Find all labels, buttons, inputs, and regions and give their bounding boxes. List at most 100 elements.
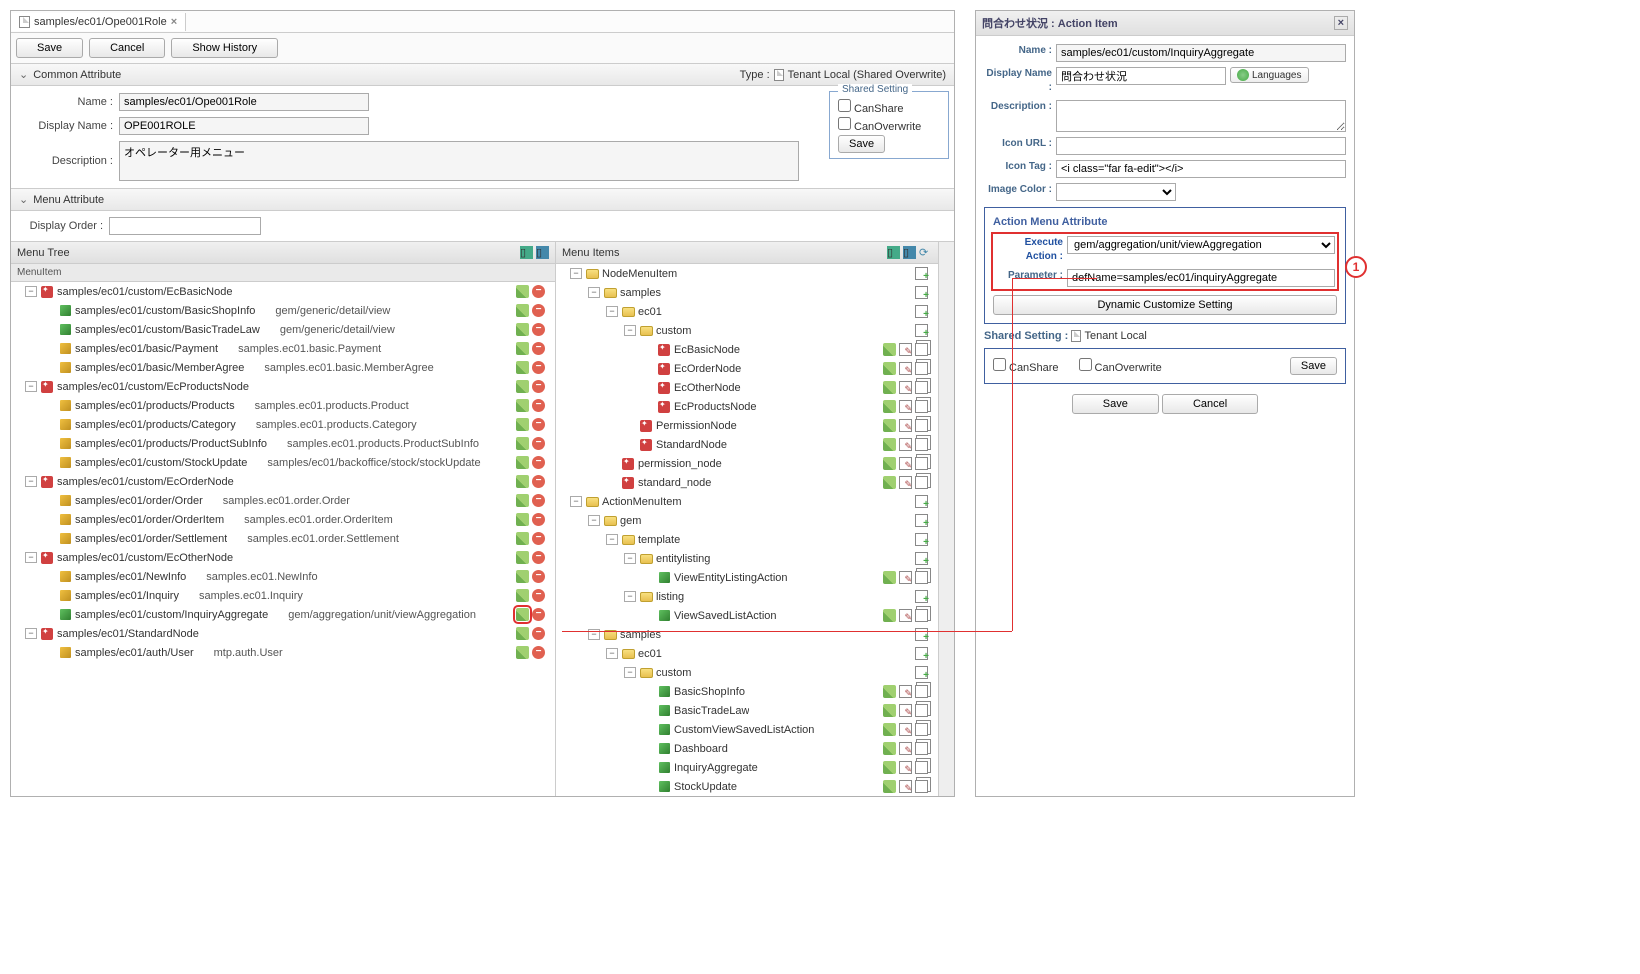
edit2-icon[interactable] (899, 419, 912, 432)
edit-icon[interactable] (516, 456, 529, 469)
tree-row[interactable]: −NodeMenuItem (556, 264, 938, 283)
edit-icon[interactable] (883, 438, 896, 451)
delete-icon[interactable]: − (532, 380, 545, 393)
tree-row[interactable]: EcOrderNode (556, 359, 938, 378)
edit-icon[interactable] (516, 437, 529, 450)
tree-row[interactable]: samples/ec01/products/ProductSubInfosamp… (11, 434, 555, 453)
tree-row[interactable]: samples/ec01/custom/StockUpdatesamples/e… (11, 453, 555, 472)
tree-row[interactable]: samples/ec01/custom/BasicTradeLawgem/gen… (11, 320, 555, 339)
copy-icon[interactable] (915, 685, 928, 698)
dynamic-customize-button[interactable]: Dynamic Customize Setting (993, 295, 1337, 315)
edit-icon[interactable] (516, 380, 529, 393)
delete-icon[interactable]: − (532, 342, 545, 355)
tree-row[interactable]: −custom (556, 321, 938, 340)
copy-icon[interactable] (915, 419, 928, 432)
edit2-icon[interactable] (899, 704, 912, 717)
copy-icon[interactable] (915, 343, 928, 356)
expand-icon[interactable]: − (588, 287, 600, 298)
copy-icon[interactable] (915, 780, 928, 793)
tab[interactable]: samples/ec01/Ope001Role × (11, 13, 186, 31)
tool-icon[interactable]: ▯ (520, 246, 533, 259)
tree-row[interactable]: −template (556, 530, 938, 549)
delete-icon[interactable]: − (532, 589, 545, 602)
dlg-cancel-button[interactable]: Cancel (1162, 394, 1258, 414)
expand-icon[interactable]: − (570, 496, 582, 507)
expand-icon[interactable]: − (624, 553, 636, 564)
dlg-iconurl-input[interactable] (1056, 137, 1346, 155)
tree-row[interactable]: EcOtherNode (556, 378, 938, 397)
tree-row[interactable]: −samples/ec01/custom/EcBasicNode− (11, 282, 555, 301)
menuattr-header[interactable]: ⌄Menu Attribute (11, 188, 954, 211)
expand-icon[interactable]: − (624, 325, 636, 336)
delete-icon[interactable]: − (532, 361, 545, 374)
scrollbar[interactable] (938, 242, 954, 796)
edit2-icon[interactable] (899, 761, 912, 774)
tree-row[interactable]: −samples/ec01/custom/EcOtherNode− (11, 548, 555, 567)
expand-icon[interactable]: − (606, 306, 618, 317)
tree-row[interactable]: samples/ec01/custom/InquiryAggregategem/… (11, 605, 555, 624)
tool-icon[interactable]: ▯ (903, 246, 916, 259)
add-icon[interactable] (915, 324, 928, 337)
refresh-icon[interactable]: ⟳ (919, 246, 932, 259)
add-icon[interactable] (915, 647, 928, 660)
edit-icon[interactable] (516, 513, 529, 526)
edit2-icon[interactable] (899, 609, 912, 622)
canshare-check[interactable]: CanShare (838, 99, 940, 115)
delete-icon[interactable]: − (532, 570, 545, 583)
dlg-imgcolor-select[interactable] (1056, 183, 1176, 201)
dlg-display-input[interactable] (1056, 67, 1226, 85)
edit-icon[interactable] (516, 551, 529, 564)
edit2-icon[interactable] (899, 742, 912, 755)
tree-row[interactable]: permission_node (556, 454, 938, 473)
close-icon[interactable]: × (171, 16, 177, 28)
edit-icon[interactable] (516, 608, 529, 621)
delete-icon[interactable]: − (532, 304, 545, 317)
tree-row[interactable]: samples/ec01/basic/MemberAgreesamples.ec… (11, 358, 555, 377)
expand-icon[interactable]: − (624, 667, 636, 678)
expand-icon[interactable]: − (25, 552, 37, 563)
edit-icon[interactable] (516, 323, 529, 336)
edit2-icon[interactable] (899, 362, 912, 375)
add-icon[interactable] (915, 666, 928, 679)
edit-icon[interactable] (883, 742, 896, 755)
edit-icon[interactable] (883, 476, 896, 489)
edit-icon[interactable] (883, 571, 896, 584)
name-input[interactable] (119, 93, 369, 111)
edit-icon[interactable] (883, 400, 896, 413)
copy-icon[interactable] (915, 761, 928, 774)
edit-icon[interactable] (883, 609, 896, 622)
edit2-icon[interactable] (899, 457, 912, 470)
tree-row[interactable]: BasicShopInfo (556, 682, 938, 701)
shared-save-button[interactable]: Save (838, 135, 885, 153)
edit-icon[interactable] (516, 361, 529, 374)
tree-row[interactable]: standard_node (556, 473, 938, 492)
delete-icon[interactable]: − (532, 551, 545, 564)
tool-icon[interactable]: ▯ (887, 246, 900, 259)
edit-icon[interactable] (516, 627, 529, 640)
expand-icon[interactable]: − (606, 648, 618, 659)
tree-row[interactable]: samples/ec01/custom/BasicShopInfogem/gen… (11, 301, 555, 320)
collapse-icon[interactable]: ⌄ (19, 194, 28, 206)
display-input[interactable] (119, 117, 369, 135)
delete-icon[interactable]: − (532, 456, 545, 469)
expand-icon[interactable]: − (606, 534, 618, 545)
order-input[interactable] (109, 217, 261, 235)
edit2-icon[interactable] (899, 343, 912, 356)
tree-row[interactable]: samples/ec01/order/OrderItemsamples.ec01… (11, 510, 555, 529)
tree-row[interactable]: −samples/ec01/StandardNode− (11, 624, 555, 643)
tree-row[interactable]: ViewSavedListAction (556, 606, 938, 625)
tree-row[interactable]: BasicTradeLaw (556, 701, 938, 720)
shared-save-button[interactable]: Save (1290, 357, 1337, 375)
tree-row[interactable]: Dashboard (556, 739, 938, 758)
edit-icon[interactable] (883, 419, 896, 432)
tree-row[interactable]: samples/ec01/Inquirysamples.ec01.Inquiry… (11, 586, 555, 605)
edit-icon[interactable] (883, 343, 896, 356)
languages-button[interactable]: Languages (1230, 67, 1309, 83)
expand-icon[interactable]: − (25, 286, 37, 297)
copy-icon[interactable] (915, 571, 928, 584)
tree-row[interactable]: InquiryAggregate (556, 758, 938, 777)
dialog-close-icon[interactable]: × (1334, 16, 1348, 30)
canshare-check[interactable]: CanShare (993, 358, 1059, 374)
delete-icon[interactable]: − (532, 475, 545, 488)
edit-icon[interactable] (883, 362, 896, 375)
